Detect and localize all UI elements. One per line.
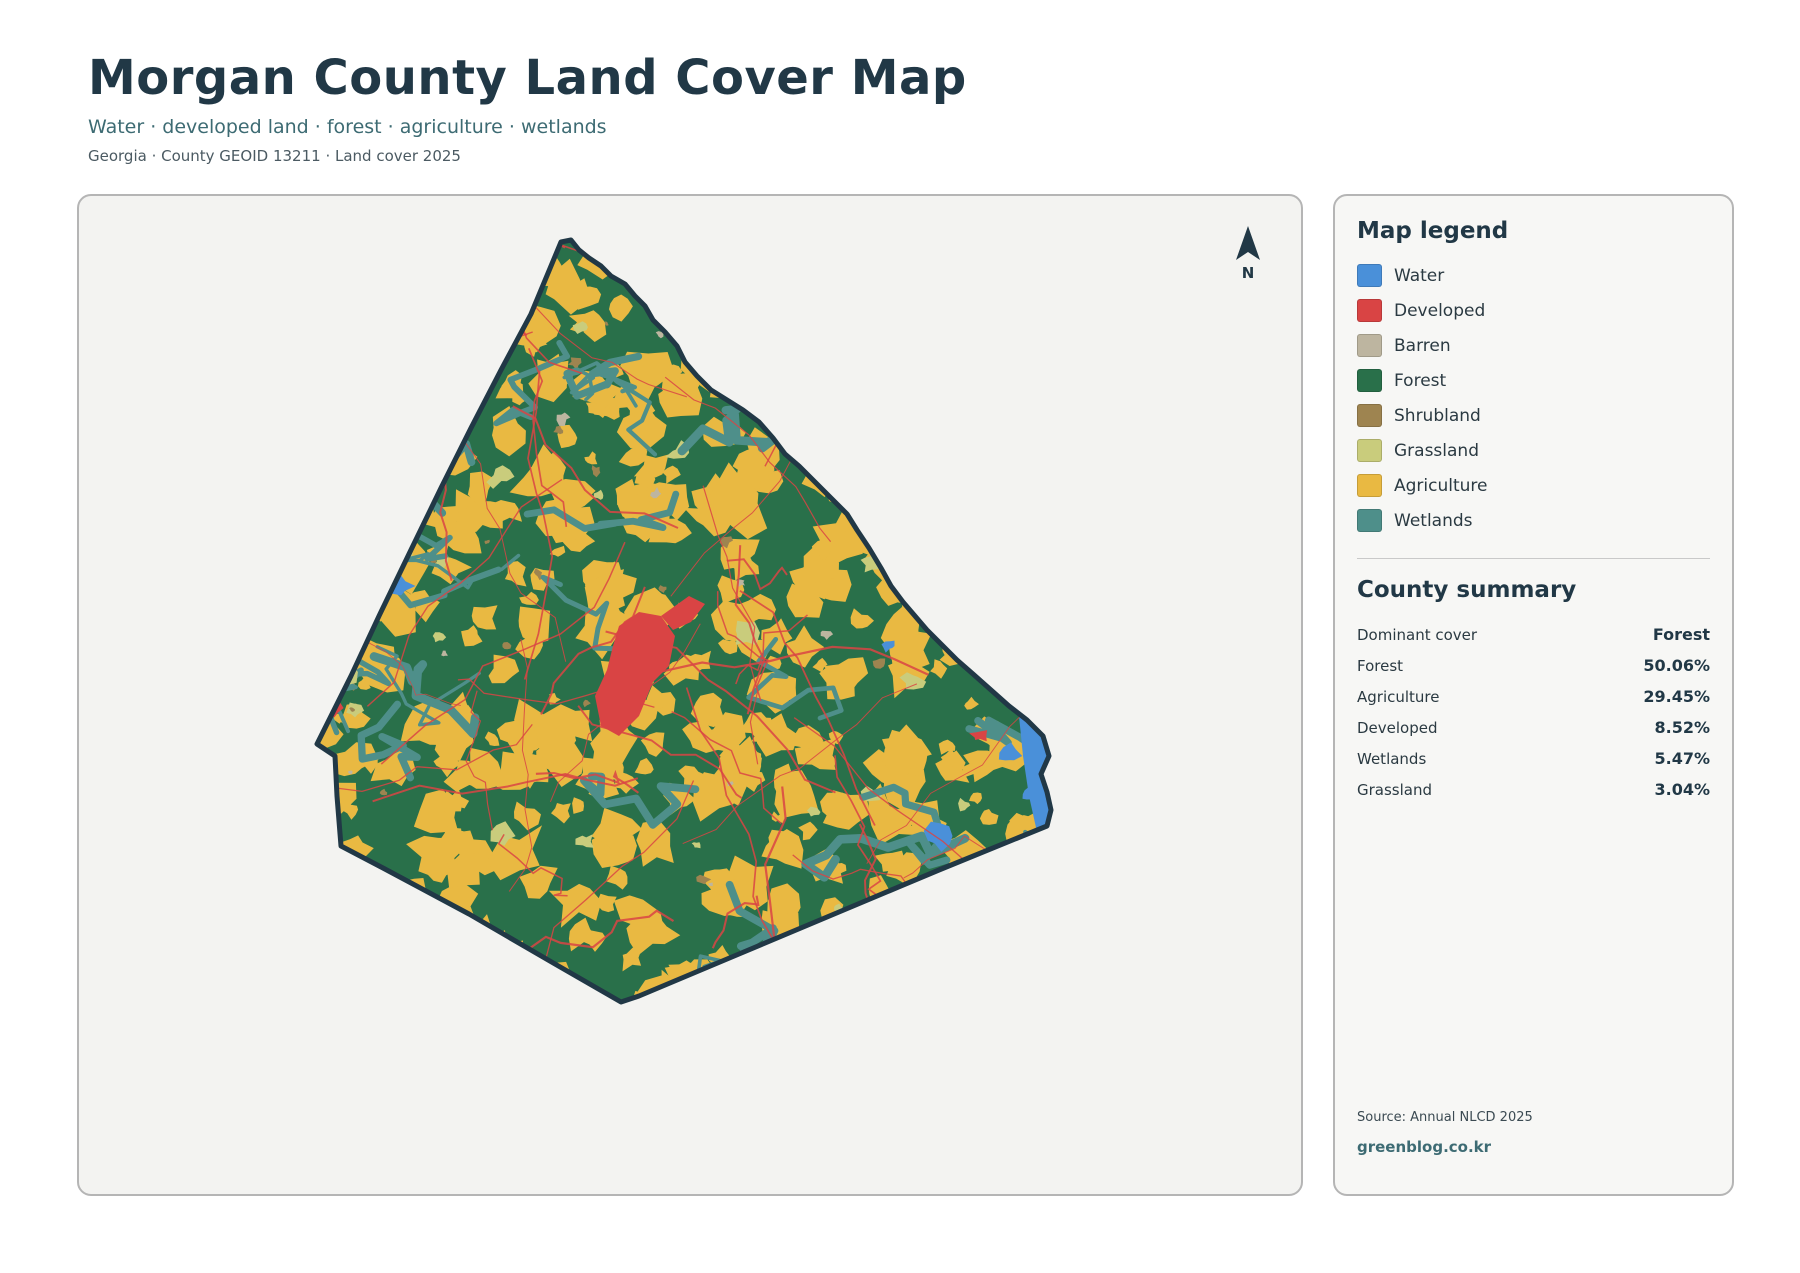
legend-item-developed: Developed [1357, 293, 1710, 328]
legend-swatch [1357, 439, 1382, 462]
land-cover-raster [317, 240, 1051, 1002]
north-label: N [1241, 264, 1255, 282]
summary-list: Dominant cover Forest Forest 50.06% Agri… [1357, 619, 1710, 805]
legend-swatch [1357, 264, 1382, 287]
legend-item-water: Water [1357, 258, 1710, 293]
legend-item-agriculture: Agriculture [1357, 468, 1710, 503]
legend-label: Forest [1394, 370, 1447, 391]
county-boundary [314, 237, 1054, 1005]
summary-value: 8.52% [1654, 718, 1710, 737]
summary-value: 50.06% [1643, 656, 1710, 675]
summary-row-grassland: Grassland 3.04% [1357, 774, 1710, 805]
page-meta: Georgia · County GEOID 13211 · Land cove… [88, 147, 461, 165]
site-link[interactable]: greenblog.co.kr [1357, 1138, 1492, 1156]
county-map[interactable] [79, 196, 1301, 1194]
summary-value: 3.04% [1654, 780, 1710, 799]
summary-heading: County summary [1357, 577, 1577, 603]
summary-value: 29.45% [1643, 687, 1710, 706]
legend-label: Agriculture [1394, 475, 1488, 496]
legend-heading: Map legend [1357, 218, 1509, 244]
summary-key: Grassland [1357, 780, 1432, 799]
legend-item-shrubland: Shrubland [1357, 398, 1710, 433]
legend-swatch [1357, 474, 1382, 497]
summary-value: 5.47% [1654, 749, 1710, 768]
summary-row-agriculture: Agriculture 29.45% [1357, 681, 1710, 712]
page-title: Morgan County Land Cover Map [88, 50, 967, 106]
legend-label: Barren [1394, 335, 1451, 356]
summary-row-wetlands: Wetlands 5.47% [1357, 743, 1710, 774]
summary-key: Dominant cover [1357, 625, 1478, 644]
summary-key: Agriculture [1357, 687, 1440, 706]
legend-label: Developed [1394, 300, 1486, 321]
summary-value: Forest [1652, 625, 1710, 644]
summary-key: Wetlands [1357, 749, 1427, 768]
legend-swatch [1357, 299, 1382, 322]
map-panel[interactable]: N [77, 194, 1303, 1196]
summary-key: Developed [1357, 718, 1438, 737]
legend-list: Water Developed Barren Forest Shrubland … [1357, 258, 1710, 538]
legend-item-barren: Barren [1357, 328, 1710, 363]
legend-swatch [1357, 404, 1382, 427]
legend-label: Grassland [1394, 440, 1479, 461]
summary-row-dominant: Dominant cover Forest [1357, 619, 1710, 650]
legend-swatch [1357, 334, 1382, 357]
north-arrow-icon [1236, 226, 1260, 260]
legend-swatch [1357, 369, 1382, 392]
panel-footer: Source: Annual NLCD 2025 greenblog.co.kr [1357, 1110, 1710, 1156]
legend-label: Water [1394, 265, 1445, 286]
north-arrow: N [1230, 226, 1266, 286]
summary-key: Forest [1357, 656, 1404, 675]
map-header: Morgan County Land Cover Map Water · dev… [88, 48, 967, 165]
summary-row-forest: Forest 50.06% [1357, 650, 1710, 681]
page-subtitle: Water · developed land · forest · agricu… [88, 116, 607, 138]
legend-label: Wetlands [1394, 510, 1473, 531]
summary-row-developed: Developed 8.52% [1357, 712, 1710, 743]
legend-item-wetlands: Wetlands [1357, 503, 1710, 538]
data-source: Source: Annual NLCD 2025 [1357, 1110, 1533, 1125]
side-panel: Map legend Water Developed Barren Forest… [1333, 194, 1734, 1196]
legend-item-forest: Forest [1357, 363, 1710, 398]
panel-divider [1357, 558, 1710, 559]
legend-label: Shrubland [1394, 405, 1481, 426]
legend-swatch [1357, 509, 1382, 532]
legend-item-grassland: Grassland [1357, 433, 1710, 468]
